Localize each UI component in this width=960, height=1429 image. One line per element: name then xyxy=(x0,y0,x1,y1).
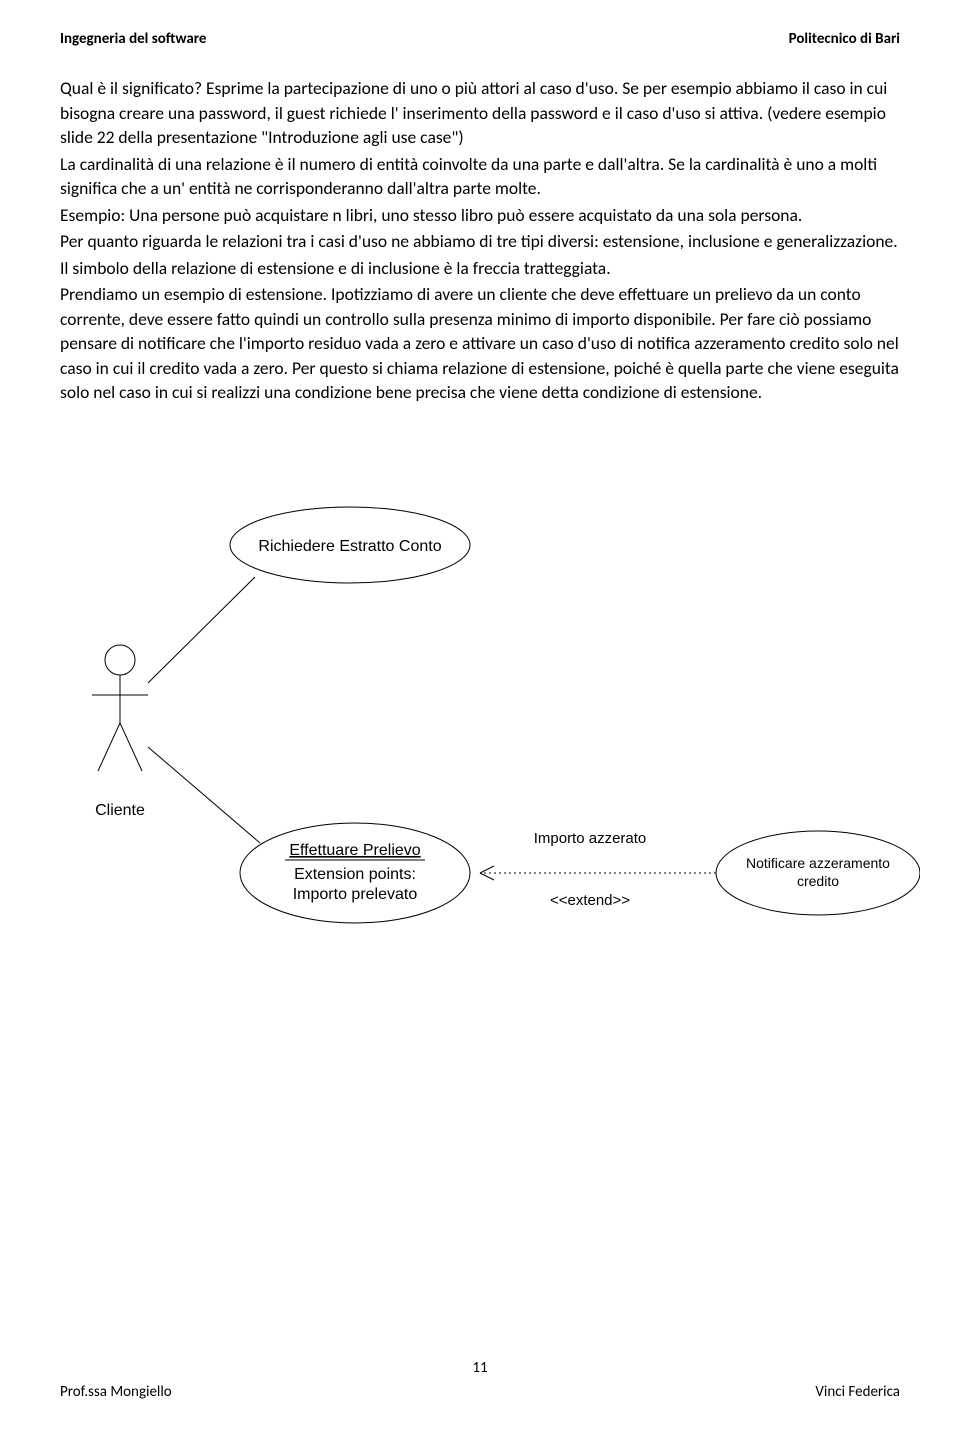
usecase-notificare-azzeramento: Notificare azzeramento credito xyxy=(716,831,920,915)
edge-label-importo: Importo azzerato xyxy=(534,830,647,847)
usecase-richiedere-estratto-conto: Richiedere Estratto Conto xyxy=(230,507,470,583)
paragraph: La cardinalità di una relazione è il num… xyxy=(60,152,900,201)
body-text: Qual è il significato? Esprime la partec… xyxy=(60,76,900,405)
footer-left: Prof.ssa Mongiello xyxy=(60,1383,172,1401)
page-number: 11 xyxy=(0,1359,960,1377)
association-line xyxy=(148,747,260,843)
page-footer: Prof.ssa Mongiello Vinci Federica xyxy=(60,1383,900,1401)
association-line xyxy=(148,577,255,683)
document-page: Ingegneria del software Politecnico di B… xyxy=(0,0,960,1429)
extend-arrow xyxy=(480,866,716,880)
paragraph: Qual è il significato? Esprime la partec… xyxy=(60,76,900,150)
paragraph: Esempio: Una persone può acquistare n li… xyxy=(60,203,900,228)
paragraph: Il simbolo della relazione di estensione… xyxy=(60,256,900,281)
usecase-extension-point: Importo prelevato xyxy=(293,886,418,903)
header-right: Politecnico di Bari xyxy=(789,30,900,48)
page-header: Ingegneria del software Politecnico di B… xyxy=(60,30,900,48)
header-left: Ingegneria del software xyxy=(60,30,206,48)
usecase-extension-heading: Extension points: xyxy=(294,866,416,883)
use-case-diagram: Cliente Richiedere Estratto Conto Effett… xyxy=(60,485,900,945)
diagram-svg: Cliente Richiedere Estratto Conto Effett… xyxy=(60,485,920,945)
footer-right: Vinci Federica xyxy=(815,1383,900,1401)
edge-label-extend: <<extend>> xyxy=(550,892,630,909)
usecase-title: Effettuare Prelievo xyxy=(289,842,420,859)
paragraph: Prendiamo un esempio di estensione. Ipot… xyxy=(60,282,900,405)
usecase-label-line1: Notificare azzeramento xyxy=(746,855,890,871)
usecase-label: Richiedere Estratto Conto xyxy=(258,538,441,555)
paragraph: Per quanto riguarda le relazioni tra i c… xyxy=(60,229,900,254)
usecase-label-line2: credito xyxy=(797,873,839,889)
actor-cliente: Cliente xyxy=(92,645,148,819)
usecase-effettuare-prelievo: Effettuare Prelievo Extension points: Im… xyxy=(240,823,470,923)
actor-label: Cliente xyxy=(95,802,145,819)
